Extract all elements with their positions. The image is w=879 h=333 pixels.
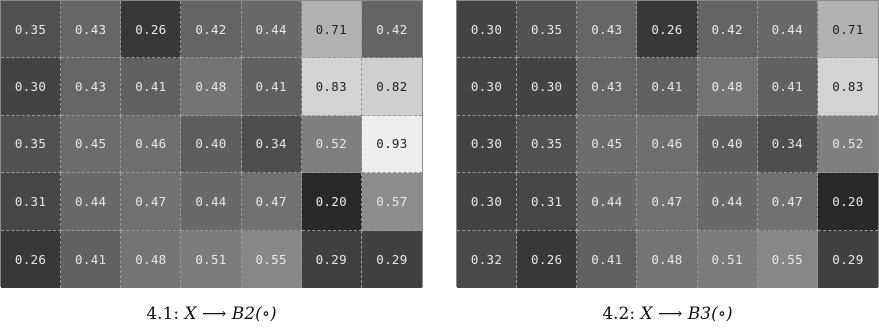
heatmap-cell: 0.30: [457, 58, 518, 116]
heatmap-cell: 0.35: [1, 1, 62, 59]
heatmap-cell: 0.26: [121, 1, 182, 59]
heatmap-cell: 0.43: [61, 58, 122, 116]
heatmap-cell: 0.40: [697, 115, 758, 174]
heatmap-cell: 0.47: [241, 173, 302, 231]
heatmap-cell: 0.82: [361, 58, 422, 116]
heatmap-cell: 0.48: [697, 58, 758, 116]
heatmap-cell: 0.35: [517, 115, 578, 174]
heatmap-cell: 0.46: [121, 115, 182, 174]
heatmap-cell: 0.32: [457, 230, 518, 288]
heatmap-cell: 0.44: [577, 173, 638, 231]
heatmap-cell: 0.41: [637, 58, 698, 116]
heatmap-grid: 0.30 0.35 0.43 0.26 0.42 0.44 0.71 0.30 0.30 0.43…: [456, 0, 879, 288]
heatmap-cell: 0.42: [697, 1, 758, 59]
heatmap-cell: 0.44: [181, 173, 242, 231]
heatmap-cell: 0.26: [637, 1, 698, 59]
heatmap-cell: 0.41: [61, 230, 122, 288]
panel-caption: 4.2: X ⟶ B3(∘): [456, 304, 879, 324]
heatmap-cell: 0.41: [121, 58, 182, 116]
heatmap-cell: 0.45: [61, 115, 122, 174]
heatmap-cell: 0.47: [757, 173, 818, 231]
heatmap-cell: 0.93: [361, 115, 422, 174]
heatmap-cell: 0.48: [181, 58, 242, 116]
heatmap-cell: 0.48: [637, 230, 698, 288]
heatmap-cell: 0.20: [301, 173, 362, 231]
heatmap-panel-left: 0.35 0.43 0.26 0.42 0.44 0.71 0.42 0.30 0.43 0.41…: [0, 0, 423, 324]
caption-prefix: 4.2:: [602, 304, 641, 324]
heatmap-cell: 0.43: [577, 1, 638, 59]
heatmap-cell: 0.52: [301, 115, 362, 174]
heatmap-cell: 0.57: [361, 173, 422, 231]
heatmap-cell: 0.42: [181, 1, 242, 59]
heatmap-cell: 0.42: [361, 1, 422, 59]
heatmap-cell: 0.51: [181, 230, 242, 288]
heatmap-cell: 0.45: [577, 115, 638, 174]
heatmap-cell: 0.44: [241, 1, 302, 59]
heatmap-cell: 0.34: [241, 115, 302, 174]
heatmap-cell: 0.48: [121, 230, 182, 288]
heatmap-cell: 0.43: [61, 1, 122, 59]
heatmap-cell: 0.30: [457, 1, 518, 59]
heatmap-cell: 0.44: [757, 1, 818, 59]
heatmap-cell: 0.47: [121, 173, 182, 231]
heatmap-cell: 0.29: [817, 230, 878, 288]
heatmap-cell: 0.26: [1, 230, 62, 288]
heatmap-panel-right: 0.30 0.35 0.43 0.26 0.42 0.44 0.71 0.30 0.30 0.43…: [456, 0, 879, 324]
caption-math: X ⟶ B2(∘): [184, 304, 277, 324]
heatmap-cell: 0.55: [241, 230, 302, 288]
heatmap-cell: 0.41: [241, 58, 302, 116]
heatmap-cell: 0.31: [1, 173, 62, 231]
heatmap-cell: 0.29: [361, 230, 422, 288]
heatmap-cell: 0.35: [1, 115, 62, 174]
heatmap-cell: 0.44: [61, 173, 122, 231]
heatmap-cell: 0.41: [757, 58, 818, 116]
heatmap-cell: 0.83: [301, 58, 362, 116]
heatmap-cell: 0.30: [517, 58, 578, 116]
heatmap-cell: 0.52: [817, 115, 878, 174]
heatmap-cell: 0.26: [517, 230, 578, 288]
heatmap-cell: 0.20: [817, 173, 878, 231]
panel-caption: 4.1: X ⟶ B2(∘): [0, 304, 423, 324]
heatmap-cell: 0.55: [757, 230, 818, 288]
heatmap-grid: 0.35 0.43 0.26 0.42 0.44 0.71 0.42 0.30 0.43 0.41…: [0, 0, 423, 288]
heatmap-cell: 0.30: [457, 173, 518, 231]
heatmap-cell: 0.83: [817, 58, 878, 116]
heatmap-cell: 0.51: [697, 230, 758, 288]
heatmap-cell: 0.30: [1, 58, 62, 116]
heatmap-cell: 0.40: [181, 115, 242, 174]
heatmap-cell: 0.46: [637, 115, 698, 174]
heatmap-cell: 0.41: [577, 230, 638, 288]
heatmap-cell: 0.31: [517, 173, 578, 231]
heatmap-cell: 0.29: [301, 230, 362, 288]
heatmap-cell: 0.47: [637, 173, 698, 231]
caption-math: X ⟶ B3(∘): [640, 304, 733, 324]
heatmap-cell: 0.44: [697, 173, 758, 231]
heatmap-cell: 0.35: [517, 1, 578, 59]
heatmap-cell: 0.30: [457, 115, 518, 174]
heatmap-cell: 0.34: [757, 115, 818, 174]
heatmap-cell: 0.43: [577, 58, 638, 116]
caption-prefix: 4.1:: [146, 304, 185, 324]
heatmap-cell: 0.71: [301, 1, 362, 59]
heatmap-cell: 0.71: [817, 1, 878, 59]
